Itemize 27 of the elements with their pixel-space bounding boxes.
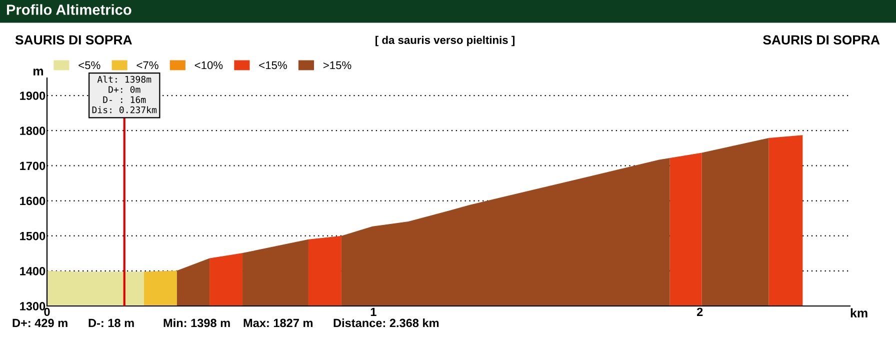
legend-label: <10% [194, 61, 223, 70]
y-axis-title: m [33, 68, 44, 76]
x-axis-title: km [850, 308, 868, 318]
legend-label: <15% [259, 61, 287, 70]
text: Distance: 2.368 km [334, 318, 439, 328]
x-tick-label: 1 [370, 308, 376, 316]
text: D+: 429 m [12, 318, 68, 328]
text: Max: 1827 m [244, 318, 312, 328]
y-tick-label: 1500 [20, 232, 46, 240]
text: Min: 1398 m [164, 318, 230, 328]
legend-label: >15% [323, 61, 352, 70]
text: SAURIS DI SOPRA [15, 35, 132, 45]
chart-title: Profilo Altimetrico [6, 4, 132, 15]
y-tick-label: 1700 [20, 162, 46, 170]
y-tick-label: 1600 [20, 196, 46, 206]
chart-subtitle: [ da sauris verso pieltinis ] [376, 36, 514, 46]
text: D-: 18 m [88, 318, 134, 328]
ref-line-label: Alt: 1398m D+: 0m D- : 16m Dis: 0.237km [92, 76, 157, 114]
x-tick-label: 0 [44, 308, 50, 316]
y-tick-label: 1400 [20, 266, 46, 276]
legend-label: <7% [136, 61, 158, 70]
legend-label: <5% [78, 61, 100, 70]
text: SAURIS DI SOPRA [763, 35, 880, 45]
x-tick-label: 2 [696, 308, 703, 316]
y-tick-label: 1800 [20, 126, 46, 136]
y-tick-label: 1900 [20, 92, 46, 100]
y-tick-label: 1300 [20, 302, 46, 310]
